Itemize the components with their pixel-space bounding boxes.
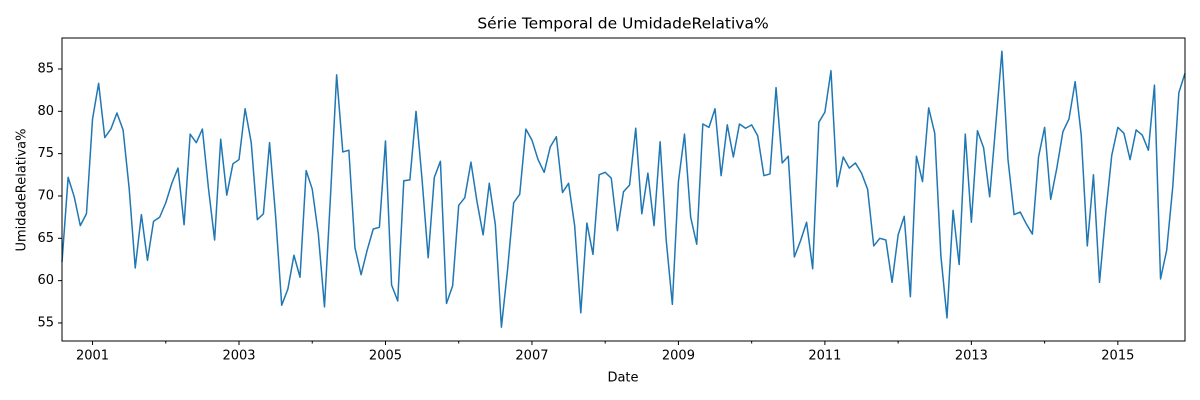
x-tick-label: 2003 — [222, 349, 255, 364]
line-series — [61, 50, 1186, 328]
y-tick-label: 85 — [37, 61, 54, 76]
y-tick-label: 65 — [37, 231, 54, 246]
plot-frame — [61, 37, 1186, 342]
y-tick-label: 60 — [37, 273, 54, 288]
x-axis-label: Date — [607, 371, 638, 386]
y-tick-label: 75 — [37, 146, 54, 161]
x-tick-label: 2005 — [369, 349, 402, 364]
chart-title: Série Temporal de UmidadeRelativa% — [477, 15, 768, 33]
y-tick-label: 55 — [37, 315, 54, 330]
x-tick-label: 2015 — [1101, 349, 1134, 364]
x-tick-label: 2011 — [808, 349, 841, 364]
x-tick-label: 2013 — [955, 349, 988, 364]
y-axis-label: UmidadeRelativa% — [15, 128, 30, 251]
x-tick-label: 2001 — [76, 349, 109, 364]
y-tick-label: 70 — [37, 188, 54, 203]
x-tick-label: 2009 — [662, 349, 695, 364]
y-tick-label: 80 — [37, 104, 54, 119]
x-tick-label: 2007 — [515, 349, 548, 364]
